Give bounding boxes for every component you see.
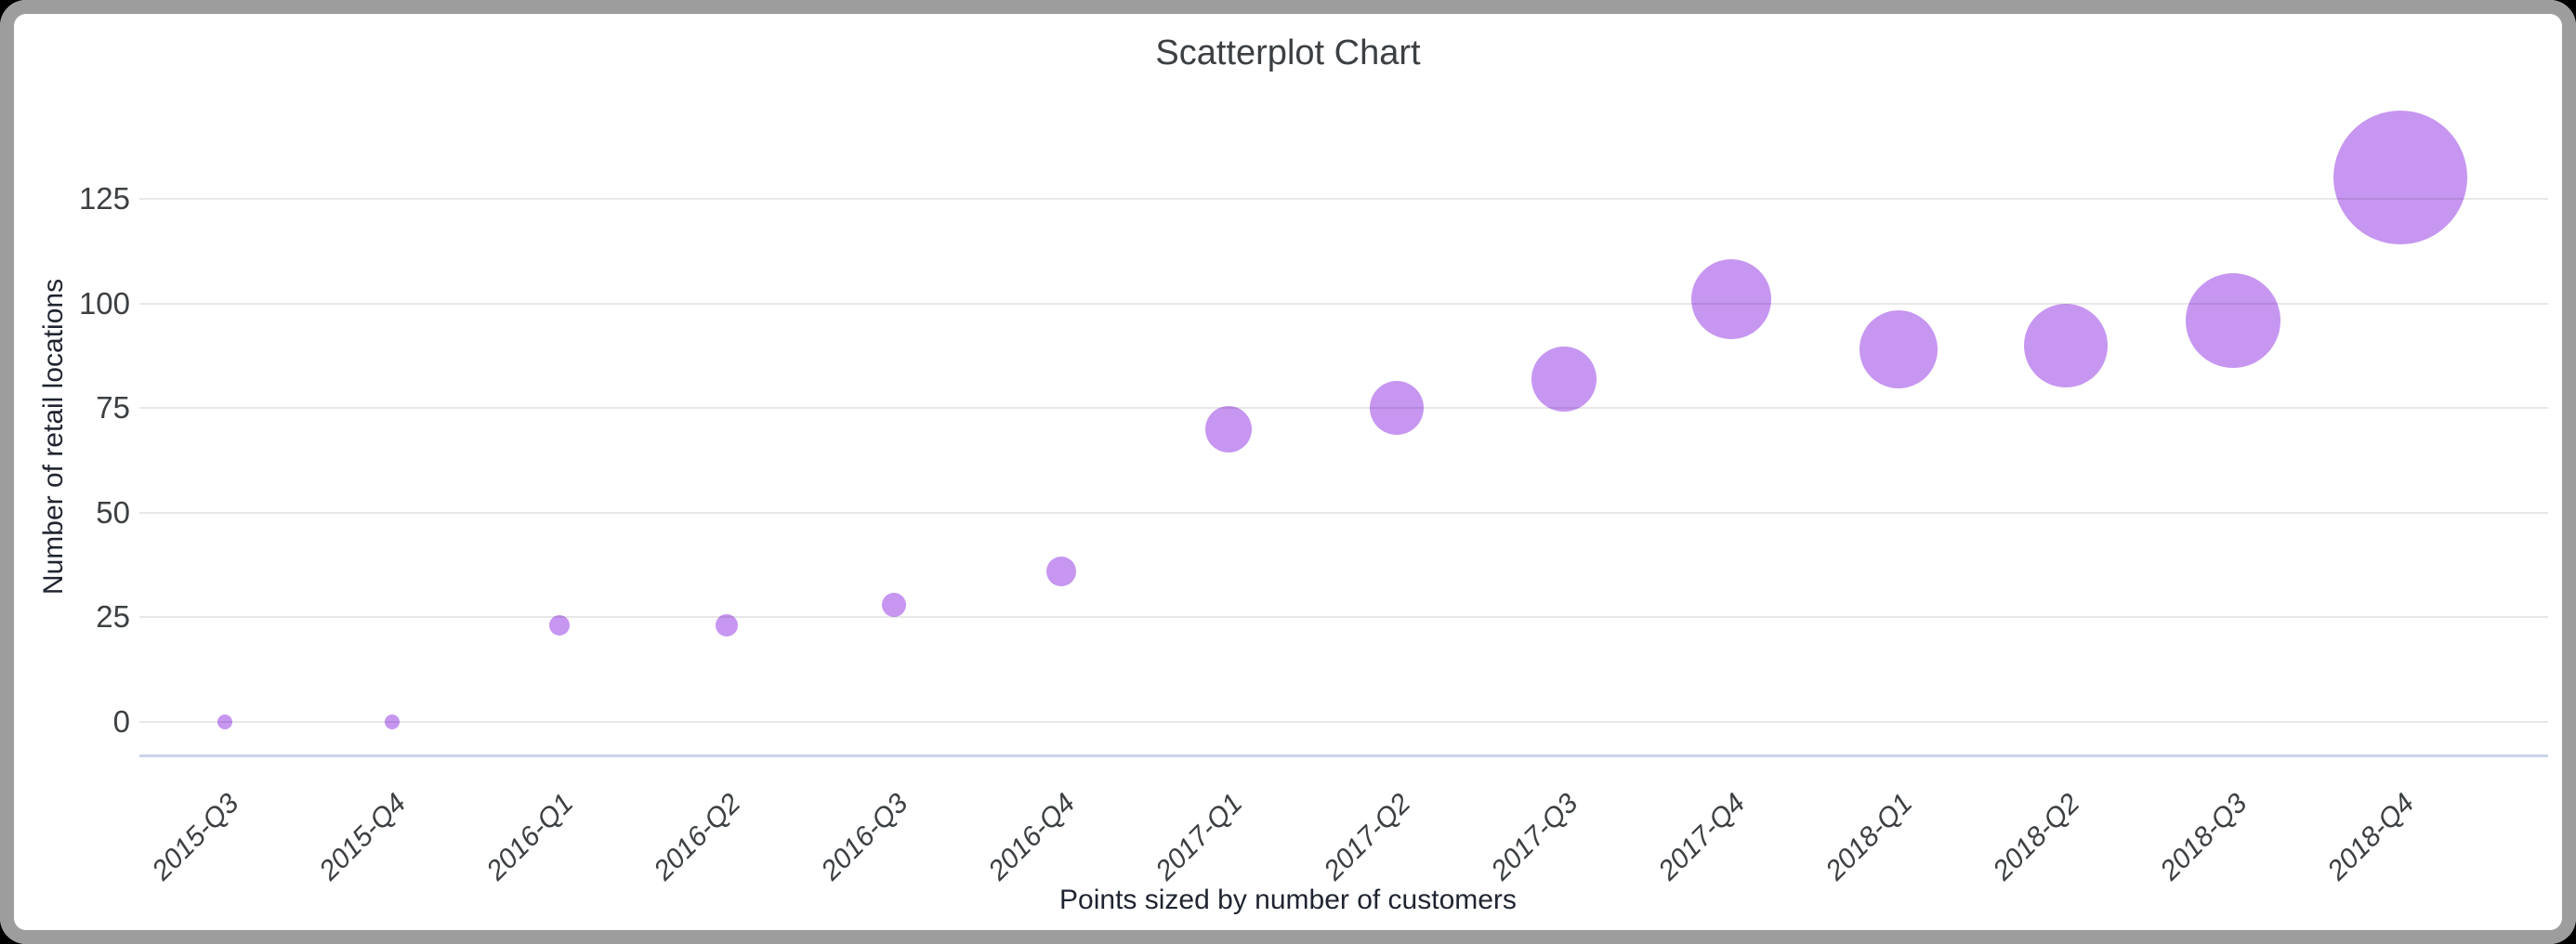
x-tick-label-2016-Q4: 2016-Q4 bbox=[982, 787, 1082, 886]
data-point-2016-Q4[interactable] bbox=[1046, 556, 1077, 586]
x-tick-label-2018-Q3: 2018-Q3 bbox=[2154, 787, 2254, 886]
data-point-2018-Q1[interactable] bbox=[1859, 310, 1938, 389]
x-tick-label-2017-Q2: 2017-Q2 bbox=[1317, 787, 1416, 886]
y-tick-label-0: 0 bbox=[112, 704, 130, 739]
data-point-2017-Q2[interactable] bbox=[1369, 381, 1424, 436]
x-axis-title: Points sized by number of customers bbox=[1059, 885, 1517, 915]
data-point-2017-Q4[interactable] bbox=[1690, 258, 1771, 339]
y-tick-label-25: 25 bbox=[96, 599, 130, 635]
x-tick-label-2015-Q4: 2015-Q4 bbox=[313, 787, 413, 886]
x-tick-label-2017-Q4: 2017-Q4 bbox=[1652, 787, 1752, 886]
data-point-2016-Q2[interactable] bbox=[716, 614, 739, 637]
data-point-2017-Q1[interactable] bbox=[1205, 405, 1253, 452]
y-axis-title: Number of retail locations bbox=[38, 278, 69, 596]
x-tick-label-2016-Q1: 2016-Q1 bbox=[480, 787, 580, 886]
data-point-2018-Q4[interactable] bbox=[2333, 111, 2468, 245]
y-gridline-0 bbox=[139, 721, 2548, 723]
x-tick-label-2015-Q3: 2015-Q3 bbox=[146, 787, 245, 886]
y-tick-label-50: 50 bbox=[96, 494, 130, 530]
y-tick-label-100: 100 bbox=[78, 285, 130, 321]
y-tick-label-75: 75 bbox=[96, 390, 130, 426]
chart-title: Scatterplot Chart bbox=[1155, 33, 1421, 72]
data-point-2018-Q3[interactable] bbox=[2185, 272, 2280, 368]
y-gridline-50 bbox=[139, 511, 2548, 514]
y-tick-label-125: 125 bbox=[78, 180, 130, 216]
y-gridline-25 bbox=[139, 616, 2548, 619]
x-tick-label-2017-Q3: 2017-Q3 bbox=[1485, 787, 1584, 886]
data-point-2016-Q1[interactable] bbox=[549, 615, 571, 636]
x-tick-label-2018-Q2: 2018-Q2 bbox=[1987, 787, 2086, 886]
data-point-2017-Q3[interactable] bbox=[1531, 346, 1597, 412]
x-tick-label-2017-Q1: 2017-Q1 bbox=[1150, 787, 1249, 886]
x-tick-label-2018-Q4: 2018-Q4 bbox=[2321, 787, 2421, 886]
data-point-2015-Q3[interactable] bbox=[217, 715, 232, 729]
y-gridline-75 bbox=[139, 407, 2548, 410]
data-point-2016-Q3[interactable] bbox=[882, 592, 907, 617]
data-point-2018-Q2[interactable] bbox=[2023, 303, 2108, 387]
y-gridline-125 bbox=[139, 197, 2548, 200]
x-axis-baseline bbox=[139, 754, 2548, 757]
x-tick-label-2016-Q2: 2016-Q2 bbox=[648, 787, 747, 886]
x-tick-label-2016-Q3: 2016-Q3 bbox=[815, 787, 914, 886]
x-tick-label-2018-Q1: 2018-Q1 bbox=[1820, 787, 1919, 886]
y-gridline-100 bbox=[139, 302, 2548, 305]
data-point-2015-Q4[interactable] bbox=[385, 715, 401, 729]
